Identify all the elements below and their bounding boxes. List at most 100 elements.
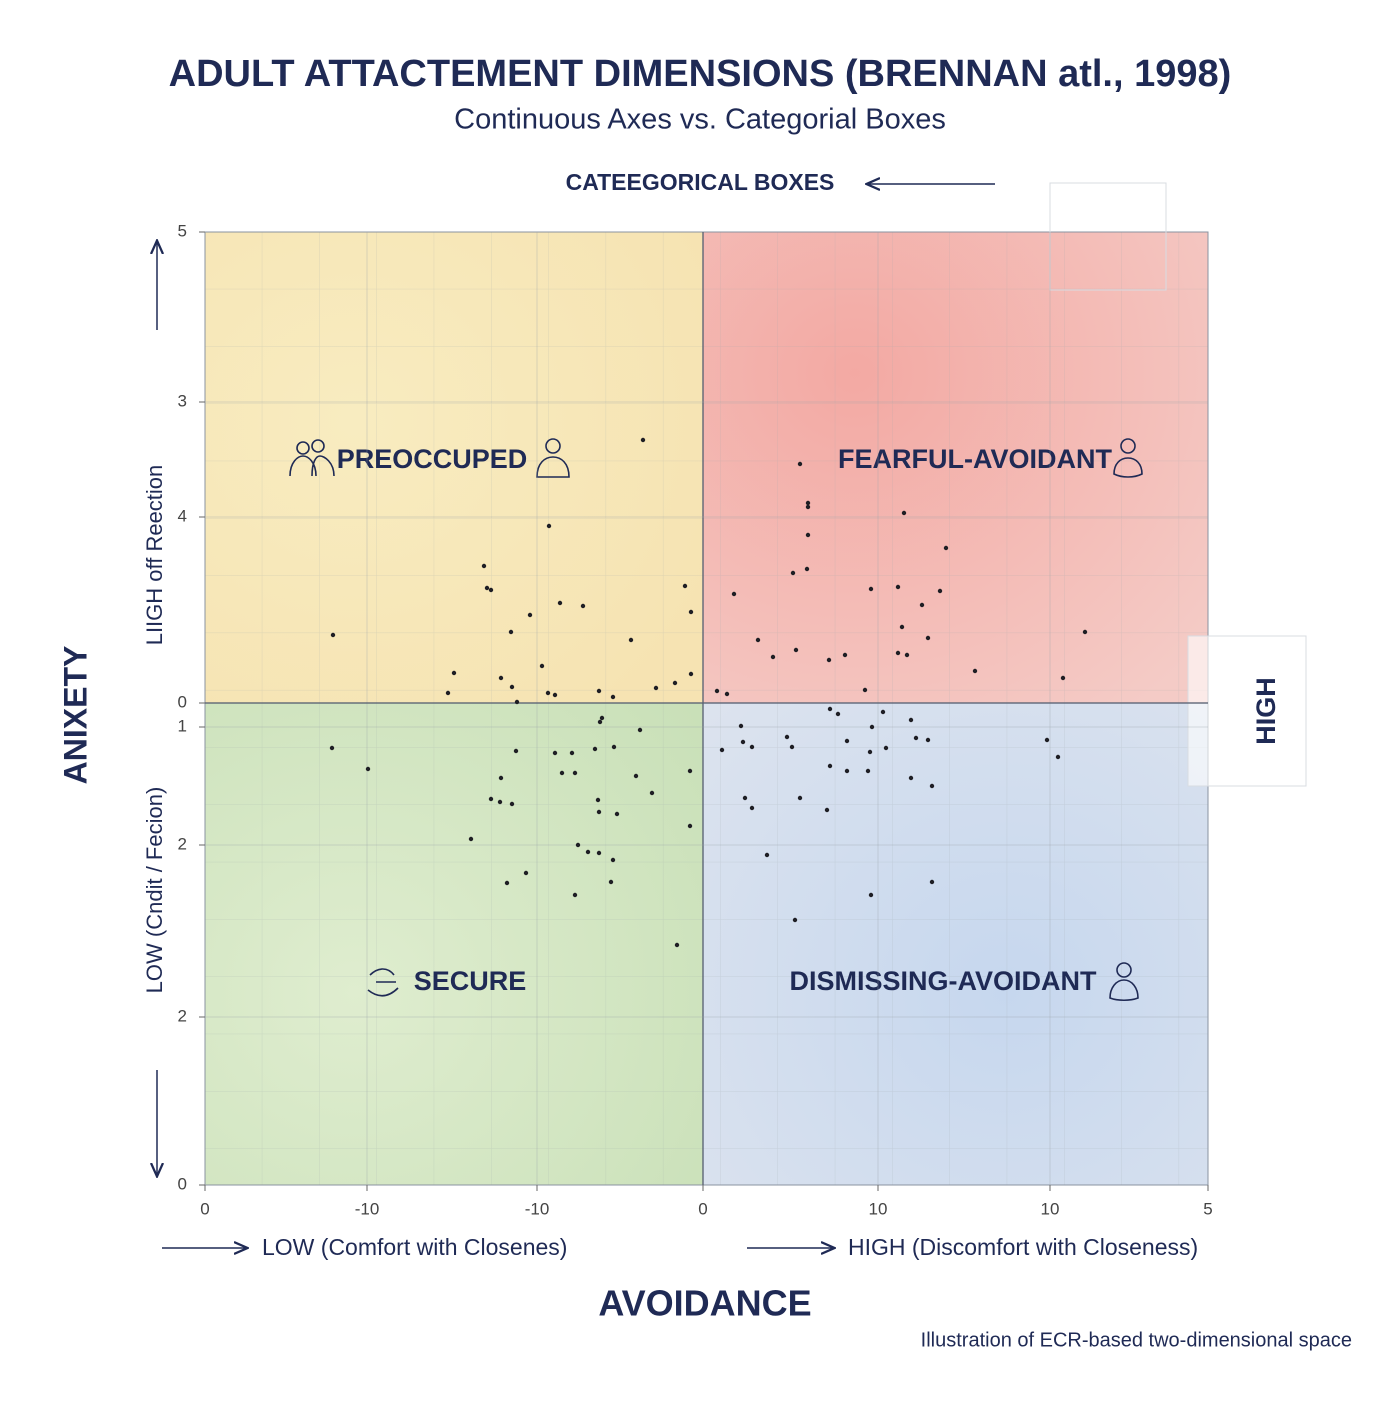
data-point	[742, 795, 748, 801]
data-point	[509, 801, 515, 807]
data-point	[805, 532, 811, 538]
x-tick-label: 0	[200, 1199, 209, 1218]
data-point	[784, 734, 790, 740]
data-point	[826, 657, 832, 663]
x-tick-label: 10	[1041, 1199, 1060, 1218]
quadrant-label: SECURE	[414, 966, 527, 996]
data-point	[488, 587, 494, 593]
data-point	[908, 775, 914, 781]
data-point	[445, 690, 451, 696]
data-point	[585, 849, 591, 855]
data-point	[527, 612, 533, 618]
data-point	[498, 775, 504, 781]
data-point	[913, 735, 919, 741]
data-point	[738, 723, 744, 729]
data-point	[633, 773, 639, 779]
quadrant-backgrounds	[204, 231, 1209, 1186]
data-point	[329, 745, 335, 751]
data-point	[844, 768, 850, 774]
data-point	[523, 870, 529, 876]
data-point	[608, 879, 614, 885]
y-tick-label: 2	[178, 1006, 187, 1025]
data-point	[862, 687, 868, 693]
y-tick-label: 2	[178, 834, 187, 853]
data-point	[804, 566, 810, 572]
quadrant-label: DISMISSING-AVOIDANT	[789, 966, 1097, 996]
data-point	[552, 750, 558, 756]
data-point	[559, 770, 565, 776]
data-point	[972, 668, 978, 674]
data-point	[513, 748, 519, 754]
data-point	[1044, 737, 1050, 743]
data-point	[899, 624, 905, 630]
data-point	[792, 917, 798, 923]
data-point	[895, 584, 901, 590]
y-low-label: LOW (Cndit / Fecion)	[142, 787, 167, 994]
data-point	[330, 632, 336, 638]
footnote: Illustration of ECR-based two-dimensiona…	[921, 1329, 1352, 1351]
data-point	[365, 766, 371, 772]
data-point	[824, 807, 830, 813]
y-tick-label: 0	[178, 692, 187, 711]
data-point	[789, 744, 795, 750]
data-point	[599, 715, 605, 721]
data-point	[1082, 629, 1088, 635]
data-point	[755, 637, 761, 643]
data-point	[714, 688, 720, 694]
data-point	[640, 437, 646, 443]
data-point	[929, 879, 935, 885]
data-point	[504, 880, 510, 886]
quadrant-label: FEARFUL-AVOIDANT	[838, 444, 1112, 474]
data-point	[508, 629, 514, 635]
data-point	[925, 737, 931, 743]
data-point	[937, 588, 943, 594]
data-point	[919, 602, 925, 608]
data-point	[688, 671, 694, 677]
chart-subtitle: Continuous Axes vs. Categorial Boxes	[454, 104, 946, 136]
data-point	[895, 650, 901, 656]
data-point	[793, 647, 799, 653]
data-point	[835, 711, 841, 717]
x-low-label: LOW (Comfort with Closenes)	[262, 1234, 567, 1260]
data-point	[596, 809, 602, 815]
data-point	[687, 768, 693, 774]
data-point	[908, 717, 914, 723]
data-point	[596, 850, 602, 856]
data-point	[481, 563, 487, 569]
data-point	[868, 892, 874, 898]
icons	[289, 438, 1143, 1002]
data-point	[844, 738, 850, 744]
y-tick-label: 3	[178, 391, 187, 410]
data-point	[943, 545, 949, 551]
data-point	[797, 461, 803, 467]
data-point	[688, 609, 694, 615]
data-point	[575, 842, 581, 848]
data-point	[545, 690, 551, 696]
x-tick-label: -10	[525, 1199, 550, 1218]
data-point	[749, 805, 755, 811]
data-point	[797, 795, 803, 801]
data-point	[764, 852, 770, 858]
right-label: HIGH	[1251, 677, 1281, 745]
top-label: CATEEGORICAL BOXES	[566, 169, 835, 195]
data-point	[827, 763, 833, 769]
data-point	[592, 746, 598, 752]
data-point	[867, 749, 873, 755]
data-point	[869, 724, 875, 730]
data-point	[868, 586, 874, 592]
data-point	[653, 685, 659, 691]
data-point	[790, 570, 796, 576]
data-point	[557, 600, 563, 606]
data-point	[925, 635, 931, 641]
data-point	[498, 675, 504, 681]
data-point	[484, 585, 490, 591]
y-tick-label: 4	[178, 506, 187, 525]
data-point	[597, 719, 603, 725]
x-high-label: HIGH (Discomfort with Closeness)	[848, 1234, 1198, 1260]
data-point	[827, 706, 833, 712]
data-point	[596, 688, 602, 694]
x-tick-label: 10	[869, 1199, 888, 1218]
y-tick-label: 1	[178, 716, 187, 735]
data-point	[740, 739, 746, 745]
data-point	[595, 797, 601, 803]
